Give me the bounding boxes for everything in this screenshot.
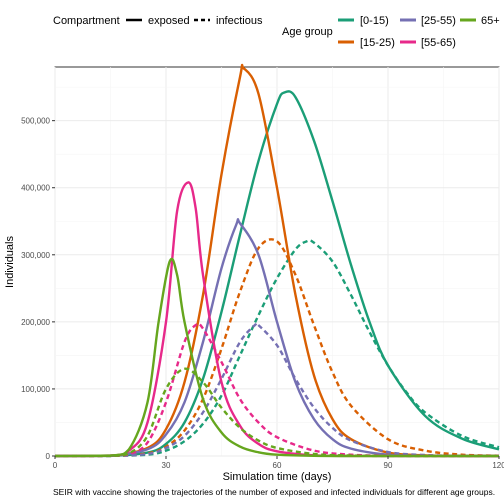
legend-label-age-65-plus: 65+ <box>481 15 500 27</box>
legend-compartment-title: Compartment <box>53 15 120 27</box>
series-line-exposed-age-25-55 <box>54 218 500 458</box>
legend-label-exposed: exposed <box>148 15 190 27</box>
chart-caption: SEIR with vaccine showing the trajectori… <box>53 487 495 497</box>
y-tick-label: 0 <box>46 452 51 461</box>
axes: 0 30 60 90 120 0 100,000 200,000 300,000 400,000 5… <box>21 117 504 470</box>
x-tick-label: 30 <box>162 461 171 470</box>
legend-label-infectious: infectious <box>216 15 263 27</box>
series-line-infectious-age-0-15 <box>54 239 500 458</box>
legend-label-age-15-25: [15-25) <box>360 37 395 49</box>
x-tick-label: 0 <box>53 461 58 470</box>
legend-label-age-55-65: [55-65) <box>421 37 456 49</box>
series-line-infectious-age-65 <box>54 367 499 458</box>
legend-label-age-0-15: [0-15) <box>360 15 389 27</box>
series-line-infectious-age-25-55 <box>54 321 500 458</box>
x-tick-label: 60 <box>273 461 282 470</box>
y-tick-label: 500,000 <box>21 117 50 126</box>
legend-label-age-25-55: [25-55) <box>421 15 456 27</box>
y-tick-label: 200,000 <box>21 318 50 327</box>
y-tick-label: 300,000 <box>21 251 50 260</box>
x-axis-title: Simulation time (days) <box>223 471 332 483</box>
y-axis-title: Individuals <box>4 236 16 288</box>
y-tick-label: 400,000 <box>21 184 50 193</box>
x-tick-label: 90 <box>384 461 393 470</box>
legend-age-group-title: Age group <box>282 26 333 38</box>
y-tick-label: 100,000 <box>21 385 50 394</box>
x-tick-label: 120 <box>492 461 504 470</box>
series-lines <box>54 63 500 458</box>
legend-compartment: Compartment exposed infectious <box>53 15 263 27</box>
legend-age-group: Age group [0-15) [25-55) 65+ [15-25) [55… <box>282 15 500 49</box>
